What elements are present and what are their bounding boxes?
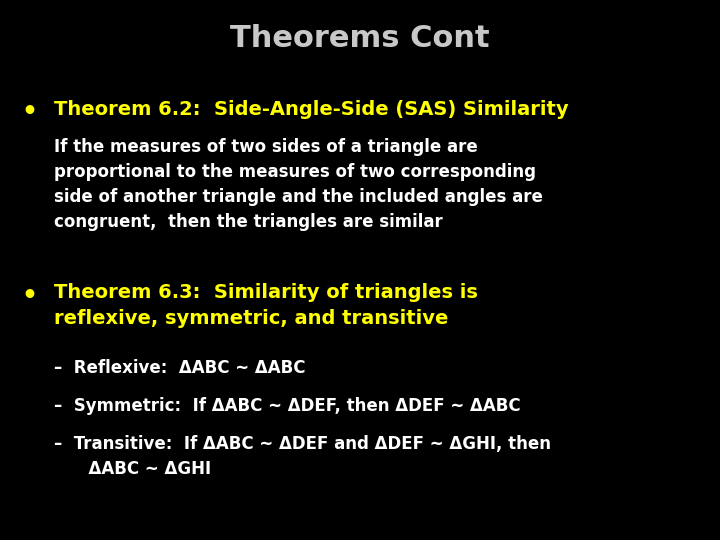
Text: •: •: [22, 284, 37, 307]
Text: •: •: [22, 100, 37, 124]
Text: –  Transitive:  If ΔABC ~ ΔDEF and ΔDEF ~ ΔGHI, then
      ΔABC ~ ΔGHI: – Transitive: If ΔABC ~ ΔDEF and ΔDEF ~ …: [54, 435, 551, 478]
Text: If the measures of two sides of a triangle are
proportional to the measures of t: If the measures of two sides of a triang…: [54, 138, 543, 231]
Text: Theorems Cont: Theorems Cont: [230, 24, 490, 53]
Text: –  Symmetric:  If ΔABC ~ ΔDEF, then ΔDEF ~ ΔABC: – Symmetric: If ΔABC ~ ΔDEF, then ΔDEF ~…: [54, 397, 521, 415]
Text: Theorem 6.3:  Similarity of triangles is
reflexive, symmetric, and transitive: Theorem 6.3: Similarity of triangles is …: [54, 284, 478, 327]
Text: –  Reflexive:  ΔABC ~ ΔABC: – Reflexive: ΔABC ~ ΔABC: [54, 359, 305, 377]
Text: Theorem 6.2:  Side-Angle-Side (SAS) Similarity: Theorem 6.2: Side-Angle-Side (SAS) Simil…: [54, 100, 569, 119]
